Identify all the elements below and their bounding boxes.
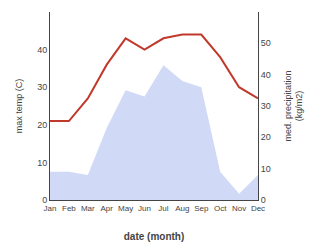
svg-text:Jul: Jul	[158, 204, 168, 213]
svg-text:10: 10	[37, 158, 47, 168]
svg-text:Jan: Jan	[44, 204, 57, 213]
svg-text:0: 0	[42, 195, 47, 205]
svg-text:40: 40	[37, 45, 47, 55]
svg-text:10: 10	[261, 164, 271, 174]
svg-text:med. precipitation(kg/m2): med. precipitation(kg/m2)	[283, 70, 305, 141]
svg-text:Sep: Sep	[194, 204, 209, 213]
svg-text:Mar: Mar	[81, 204, 95, 213]
svg-text:Nov: Nov	[232, 204, 246, 213]
svg-text:Apr: Apr	[101, 204, 114, 213]
svg-text:30: 30	[37, 82, 47, 92]
svg-text:50: 50	[261, 38, 271, 48]
svg-text:0: 0	[261, 195, 266, 205]
svg-text:30: 30	[261, 101, 271, 111]
svg-text:max temp (C): max temp (C)	[14, 79, 24, 134]
svg-text:May: May	[118, 204, 133, 213]
svg-text:Dec: Dec	[251, 204, 265, 213]
svg-text:Aug: Aug	[175, 204, 189, 213]
svg-text:Feb: Feb	[62, 204, 76, 213]
svg-text:date (month): date (month)	[124, 231, 185, 242]
svg-text:Jun: Jun	[138, 204, 151, 213]
svg-text:40: 40	[261, 70, 271, 80]
svg-text:Oct: Oct	[214, 204, 227, 213]
svg-text:20: 20	[37, 120, 47, 130]
svg-text:20: 20	[261, 132, 271, 142]
